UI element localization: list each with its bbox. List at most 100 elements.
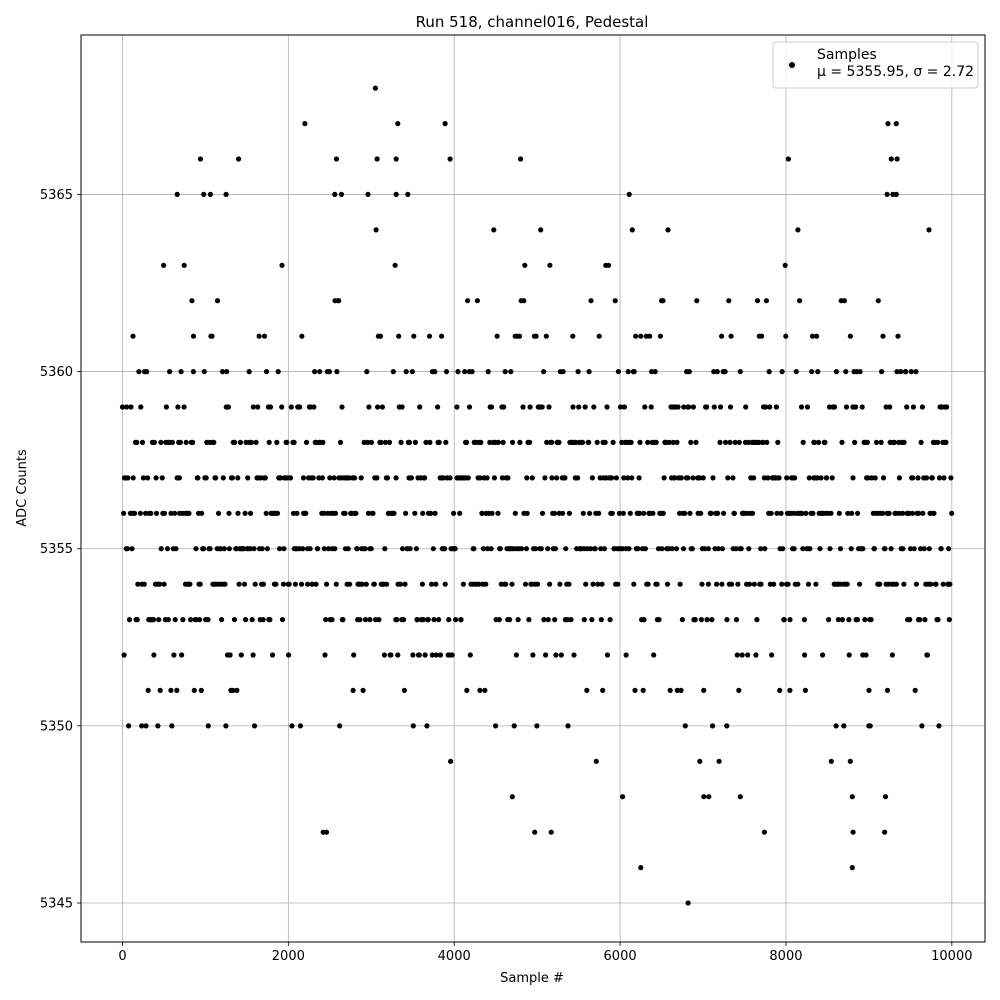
data-point [362,617,369,623]
data-point [195,475,201,481]
data-point [247,546,253,552]
data-point [541,617,547,623]
data-point [157,687,163,694]
data-point [586,439,592,445]
data-point [238,652,244,658]
data-point [172,510,178,516]
data-point [773,404,780,410]
data-point [802,652,808,658]
data-point [312,369,318,375]
data-point [612,298,618,304]
data-point [631,581,637,587]
data-point [422,652,428,658]
data-point [165,617,171,623]
data-point [716,758,722,764]
data-point [705,546,711,552]
data-point [126,723,132,729]
data-point [846,652,852,658]
data-point [910,475,916,481]
data-point [893,581,900,587]
data-point [579,439,586,445]
data-point [134,439,140,445]
data-point [392,262,398,268]
data-point [831,404,838,410]
data-point [176,475,182,481]
data-point [620,510,626,516]
data-point [587,546,594,552]
data-point [704,404,710,410]
data-point [637,439,643,445]
data-point [900,510,906,516]
data-point [199,510,205,516]
data-point [174,191,180,197]
data-point [846,617,852,623]
data-point [805,581,812,587]
data-point [912,687,918,694]
data-point [279,262,285,268]
data-point [161,510,168,516]
data-point [888,546,894,552]
data-point [403,510,409,516]
data-point [246,369,252,375]
data-point [946,546,952,552]
data-point [410,723,416,729]
data-point [275,369,281,375]
data-point [732,439,738,445]
data-point [889,652,896,658]
data-point [708,510,714,516]
data-point [679,617,686,623]
data-point [693,439,699,445]
data-point [169,723,175,729]
data-point [936,723,942,729]
data-point [554,475,560,481]
data-point [814,333,820,339]
data-point [529,475,535,481]
data-point [743,404,749,410]
data-point [179,652,185,658]
data-point [464,439,470,445]
data-point [377,333,384,339]
data-point [547,581,553,587]
data-point [710,475,716,481]
data-point [518,546,525,552]
data-point [909,510,916,516]
data-point [337,439,344,445]
data-point [189,298,195,304]
data-point [558,652,564,658]
data-point [600,687,606,694]
data-point [854,617,861,623]
data-point [736,687,742,694]
data-point [321,510,327,516]
data-point [581,617,587,623]
data-point [232,439,238,445]
data-point [849,865,855,871]
data-point [174,687,180,694]
data-point [286,581,292,587]
data-point [733,617,740,623]
data-point [241,581,248,587]
data-point [177,439,183,445]
data-point [884,191,890,197]
data-point [835,617,842,623]
data-point [338,191,344,197]
data-point [872,475,878,481]
data-point [186,510,192,516]
data-point [552,546,559,552]
data-point [839,439,845,445]
data-point [888,156,894,162]
data-point [916,510,922,516]
data-point [447,475,453,481]
data-point [865,475,871,481]
data-point [518,156,524,162]
data-point [209,333,215,339]
plot-area-frame [80,34,986,943]
data-point [642,404,648,410]
data-point [719,333,725,339]
data-point [855,510,861,516]
data-point [181,404,187,410]
data-point [885,121,891,127]
y-tick-label: 5365 [40,188,73,203]
data-point [729,581,735,587]
data-point [911,546,917,552]
data-point [758,581,764,587]
